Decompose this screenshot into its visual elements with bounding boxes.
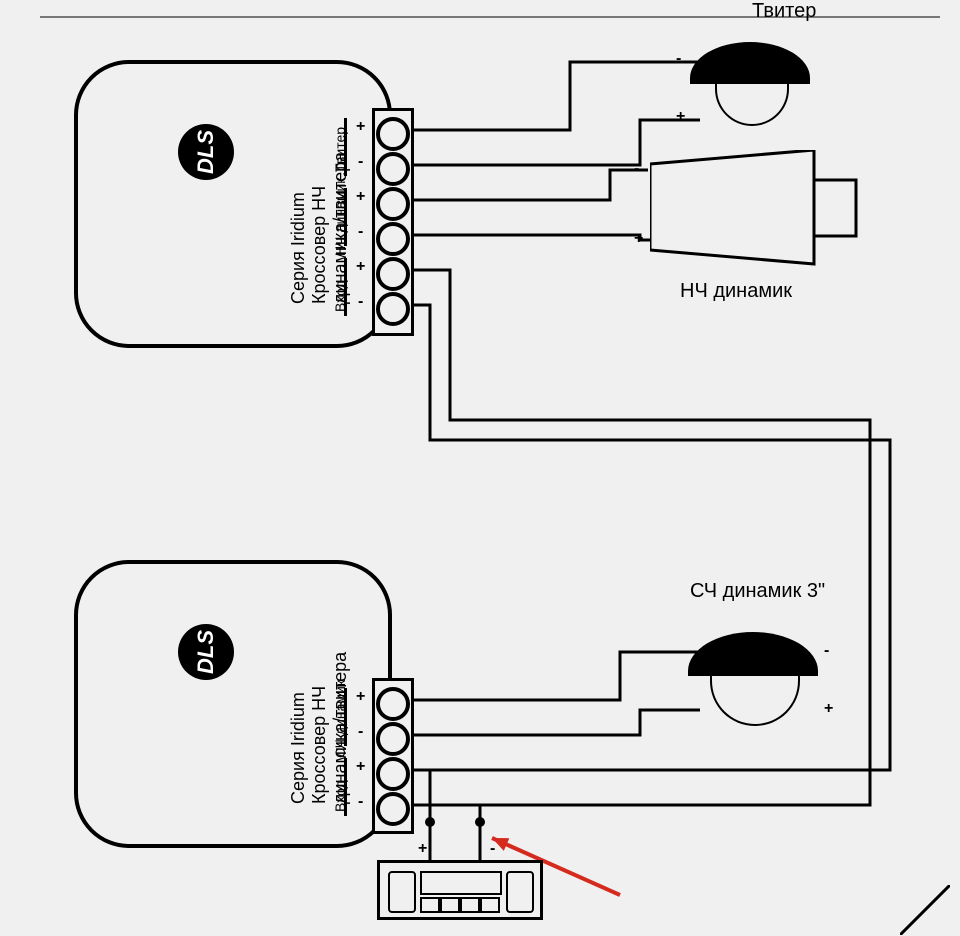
tweeter-label: Твитер [752,0,816,23]
sign-plus: + [356,188,365,206]
sign-minus: - [358,293,363,311]
tweeter-minus: - [676,50,681,68]
terminal [376,792,410,826]
terminal [376,687,410,721]
terminal [376,722,410,756]
hu-button [460,897,480,913]
terminal [376,757,410,791]
sign-plus: + [356,688,365,706]
hu-button [388,871,416,913]
terminal [376,257,410,291]
woofer-label: НЧ динамик [680,280,792,303]
hu-plus: + [418,840,427,858]
hu-button [506,871,534,913]
hu-minus: - [490,840,495,858]
terminal [376,292,410,326]
group-label-input: Вход [332,280,348,312]
group-label-woofer: НЧ динамик [332,178,348,256]
terminal [376,187,410,221]
hu-screen [420,871,502,895]
brand-logo-icon: DLS [178,124,234,180]
terminal [376,117,410,151]
hu-button [480,897,500,913]
sign-plus: + [356,118,365,136]
mid-label: СЧ динамик 3" [690,580,825,603]
brand-logo-icon: DLS [178,624,234,680]
terminal-block-2 [372,678,414,834]
terminal [376,222,410,256]
sign-plus: + [356,258,365,276]
hu-button [440,897,460,913]
x1-line1: Серия Iridium [288,104,309,304]
group-label-tweeter: Твитер [332,127,348,172]
head-unit-icon [377,860,543,920]
woofer-minus: - [634,160,639,178]
mid-minus: - [824,642,829,660]
sign-minus: - [358,223,363,241]
x2-line1: Серия Iridium [288,604,309,804]
woofer-plus: + [634,230,643,248]
tweeter-plus: + [676,108,685,126]
woofer-icon [650,150,860,270]
terminal-block-1 [372,108,414,336]
sign-minus: - [358,153,363,171]
sign-plus: + [356,758,365,776]
x1-line2: Кроссовер НЧ [309,104,330,304]
sign-minus: - [358,723,363,741]
diagram-canvas: DLS Серия Iridium Кроссовер НЧ динамика/… [0,0,960,936]
group-label-mid: СЧ динамик [332,680,348,758]
sign-minus: - [358,793,363,811]
mid-plus: + [824,700,833,718]
terminal [376,152,410,186]
x2-line2: Кроссовер НЧ [309,604,330,804]
hu-button [420,897,440,913]
group-label-input2: Вход [332,780,348,812]
